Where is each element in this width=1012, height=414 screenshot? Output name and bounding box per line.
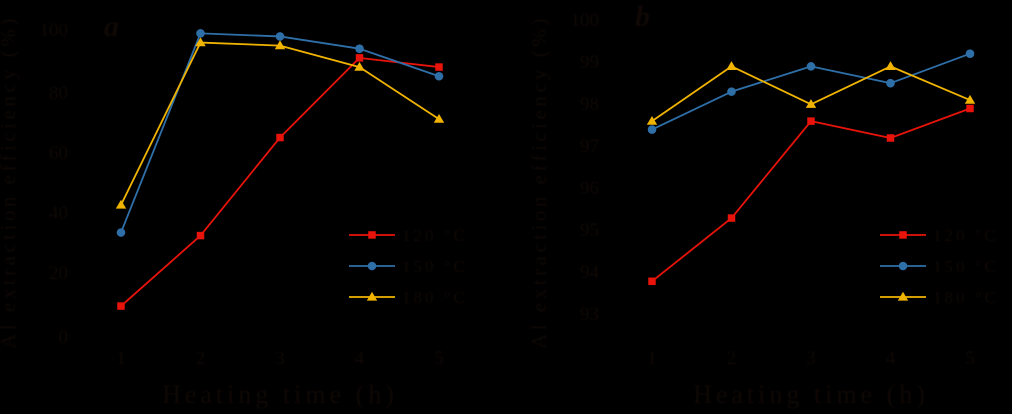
svg-text:4: 4 <box>886 348 896 369</box>
svg-text:2: 2 <box>196 348 206 369</box>
svg-text:80: 80 <box>49 83 68 104</box>
svg-text:1: 1 <box>116 348 126 369</box>
svg-text:93: 93 <box>580 304 599 325</box>
svg-text:3: 3 <box>275 348 285 369</box>
svg-text:100: 100 <box>40 20 69 41</box>
svg-text:60: 60 <box>49 143 68 164</box>
svg-text:96: 96 <box>580 178 599 199</box>
svg-text:Heating time (h): Heating time (h) <box>693 380 929 409</box>
svg-text:180 °C: 180 °C <box>933 288 999 307</box>
svg-text:a: a <box>104 10 119 43</box>
svg-text:120 °C: 120 °C <box>402 226 468 245</box>
svg-text:Al extraction efficiency (%): Al extraction efficiency (%) <box>0 15 20 349</box>
svg-text:5: 5 <box>434 348 444 369</box>
svg-text:95: 95 <box>580 220 599 241</box>
svg-text:99: 99 <box>580 52 599 73</box>
svg-text:20: 20 <box>49 263 68 284</box>
svg-text:150 °C: 150 °C <box>402 257 468 276</box>
svg-text:4: 4 <box>355 348 365 369</box>
svg-text:98: 98 <box>580 94 599 115</box>
svg-text:Al extraction efficiency (%): Al extraction efficiency (%) <box>527 15 551 349</box>
svg-text:40: 40 <box>49 203 68 224</box>
svg-text:94: 94 <box>580 262 600 283</box>
svg-text:b: b <box>635 0 650 33</box>
svg-text:1: 1 <box>647 348 657 369</box>
svg-text:3: 3 <box>806 348 816 369</box>
svg-text:Heating time (h): Heating time (h) <box>162 380 398 409</box>
svg-text:0: 0 <box>59 327 69 348</box>
svg-text:100: 100 <box>571 10 600 31</box>
svg-text:120 °C: 120 °C <box>933 226 999 245</box>
svg-text:97: 97 <box>580 136 599 157</box>
svg-text:2: 2 <box>727 348 737 369</box>
svg-text:180 °C: 180 °C <box>402 288 468 307</box>
svg-text:5: 5 <box>965 348 975 369</box>
svg-text:150 °C: 150 °C <box>933 257 999 276</box>
